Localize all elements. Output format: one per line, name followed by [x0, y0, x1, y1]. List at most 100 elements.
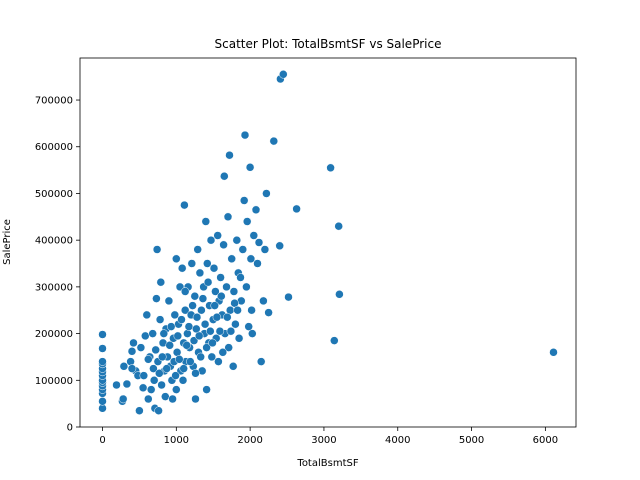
x-tick-label: 4000 — [385, 435, 410, 446]
data-point — [165, 341, 174, 350]
data-point — [242, 282, 251, 292]
data-point — [233, 305, 242, 315]
data-point — [197, 305, 206, 315]
data-point — [253, 259, 262, 268]
data-point — [249, 231, 259, 240]
data-point — [210, 301, 219, 310]
data-point — [228, 362, 238, 371]
y-axis: 0 100000 200000 300000 400000 500000 600000 700… — [35, 96, 80, 434]
data-point — [260, 245, 270, 254]
data-point — [335, 290, 344, 299]
data-point — [269, 136, 279, 146]
data-point — [195, 268, 205, 278]
data-point — [122, 379, 132, 389]
data-point — [144, 355, 153, 364]
data-point — [118, 394, 128, 404]
data-point — [190, 291, 200, 301]
data-point — [244, 322, 253, 331]
x-axis: 0 1000 2000 3000 4000 5000 6000 — [99, 427, 558, 446]
data-point — [191, 369, 200, 378]
data-point — [154, 406, 163, 415]
data-point — [136, 343, 146, 352]
data-point — [202, 385, 211, 394]
data-point — [162, 364, 171, 373]
data-point — [206, 235, 216, 245]
data-point — [98, 330, 107, 339]
data-point — [188, 301, 197, 310]
data-point — [166, 322, 176, 331]
data-point — [119, 362, 129, 371]
x-tick-label: 0 — [99, 435, 105, 446]
x-axis-label: TotalBsmtSF — [296, 458, 358, 469]
data-point — [170, 310, 180, 320]
data-point — [138, 383, 148, 393]
data-point — [216, 273, 225, 282]
data-point — [198, 294, 208, 303]
data-point — [201, 217, 211, 226]
data-point — [179, 364, 188, 373]
data-point — [146, 385, 156, 394]
y-tick-label: 500000 — [35, 189, 73, 200]
data-point — [112, 380, 121, 390]
data-point — [236, 273, 245, 282]
data-point — [196, 352, 205, 362]
data-point — [207, 352, 217, 362]
x-tick-label: 2000 — [237, 435, 262, 446]
data-point — [168, 394, 177, 404]
data-point — [172, 385, 181, 394]
data-point — [215, 326, 225, 336]
data-point — [549, 348, 558, 357]
data-point — [194, 331, 204, 341]
data-point — [156, 277, 166, 287]
data-point — [203, 277, 213, 287]
y-tick-label: 200000 — [35, 329, 73, 340]
data-point — [157, 380, 166, 390]
data-point — [248, 329, 257, 338]
data-point — [135, 406, 144, 415]
data-point — [191, 394, 200, 404]
data-point — [187, 259, 197, 268]
data-point — [209, 263, 219, 273]
data-point — [231, 319, 240, 329]
data-point — [171, 371, 180, 380]
data-point — [223, 312, 232, 322]
data-point — [127, 347, 137, 356]
data-point — [212, 312, 222, 322]
data-point — [178, 376, 188, 385]
data-point — [240, 130, 250, 140]
data-point — [262, 189, 271, 198]
data-point — [126, 357, 135, 366]
data-point — [98, 344, 107, 353]
data-point — [177, 315, 186, 324]
data-point — [158, 352, 167, 362]
data-point — [222, 282, 231, 292]
data-point — [184, 322, 194, 331]
data-point — [180, 287, 190, 296]
data-point — [200, 319, 210, 329]
data-point — [218, 348, 228, 357]
x-tick-label: 3000 — [311, 435, 336, 446]
data-point — [175, 355, 184, 364]
data-point — [279, 70, 288, 79]
chart-title: Scatter Plot: TotalBsmtSF vs SalePrice — [215, 37, 442, 51]
y-tick-label: 600000 — [35, 142, 73, 153]
data-point — [203, 259, 212, 268]
data-point — [193, 245, 202, 254]
data-point — [180, 200, 189, 210]
data-point — [284, 292, 293, 302]
data-point — [192, 312, 202, 322]
data-point — [227, 254, 236, 264]
data-point — [256, 357, 266, 366]
data-point — [223, 212, 233, 222]
data-point — [98, 397, 107, 406]
data-point — [151, 345, 160, 355]
data-point — [206, 326, 215, 336]
data-point — [238, 245, 248, 254]
data-point — [220, 171, 229, 181]
data-point — [173, 331, 183, 341]
data-point — [214, 357, 223, 366]
x-tick-label: 1000 — [164, 435, 189, 446]
y-tick-label: 100000 — [35, 376, 73, 387]
data-point — [152, 294, 161, 303]
data-point — [127, 364, 137, 373]
